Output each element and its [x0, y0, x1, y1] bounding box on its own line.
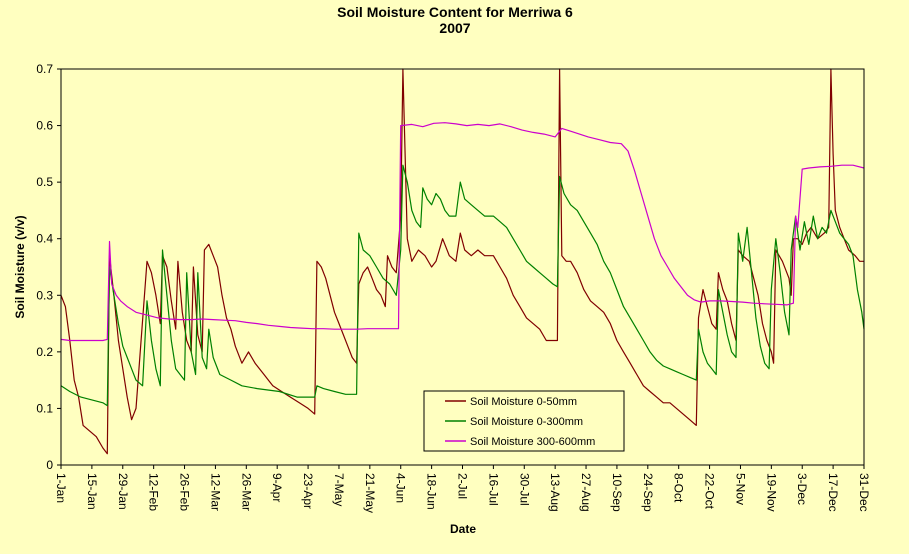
x-tick-label: 1-Jan — [54, 473, 68, 503]
x-tick-label: 26-Mar — [239, 473, 253, 511]
x-tick-label: 21-May — [363, 473, 377, 513]
x-tick-label: 22-Oct — [703, 473, 717, 510]
y-tick-label: 0.7 — [36, 62, 53, 76]
y-axis-title: Soil Moisture (v/v) — [13, 215, 27, 318]
chart-subtitle: 2007 — [439, 20, 470, 36]
x-tick-label: 9-Apr — [270, 473, 284, 502]
x-tick-label: 29-Jan — [116, 473, 130, 510]
x-tick-label: 16-Jul — [486, 473, 500, 506]
y-tick-label: 0 — [46, 458, 53, 472]
x-tick-label: 13-Aug — [548, 473, 562, 512]
x-tick-label: 26-Feb — [178, 473, 192, 511]
y-tick-label: 0.6 — [36, 119, 53, 133]
y-tick-label: 0.2 — [36, 345, 53, 359]
x-tick-label: 12-Feb — [147, 473, 161, 511]
x-tick-label: 2-Jul — [456, 473, 470, 499]
x-tick-label: 3-Dec — [795, 473, 809, 505]
series-line-3 — [60, 122, 865, 342]
y-tick-label: 0.1 — [36, 401, 53, 415]
x-axis: 1-Jan 15-Jan 29-Jan 12-Feb 26-Feb 12-Mar 26-Ma… — [54, 465, 871, 513]
x-tick-label: 19-Nov — [764, 473, 778, 512]
x-tick-label: 23-Apr — [301, 473, 315, 509]
x-tick-label: 10-Sep — [610, 473, 624, 512]
x-tick-label: 8-Oct — [672, 473, 686, 503]
legend: Soil Moisture 0-50mm Soil Moisture 0-300m… — [423, 390, 625, 452]
y-tick-label: 0.4 — [36, 232, 53, 246]
x-tick-label: 30-Jul — [517, 473, 531, 506]
x-tick-label: 18-Jun — [425, 473, 439, 510]
plot-area-border — [60, 68, 865, 466]
x-axis-title: Date — [450, 522, 476, 536]
y-axis: 0 0.1 0.2 0.3 0.4 0.5 0.6 0.7 — [36, 62, 61, 472]
x-tick-label: 12-Mar — [208, 473, 222, 511]
series-lines — [60, 68, 865, 455]
x-tick-label: 7-May — [332, 473, 346, 506]
series-line-2 — [60, 164, 865, 407]
x-tick-label: 15-Jan — [85, 473, 99, 510]
x-tick-label: 4-Jun — [394, 473, 408, 503]
x-tick-label: 31-Dec — [857, 473, 871, 512]
chart-title: Soil Moisture Content for Merriwa 6 — [337, 4, 573, 20]
x-tick-label: 24-Sep — [641, 473, 655, 512]
legend-label: Soil Moisture 0-50mm — [470, 396, 577, 408]
x-tick-label: 5-Nov — [733, 473, 747, 505]
legend-label: Soil Moisture 0-300mm — [470, 416, 583, 428]
x-tick-label: 17-Dec — [826, 473, 840, 512]
x-tick-label: 27-Aug — [579, 473, 593, 512]
legend-label: Soil Moisture 300-600mm — [470, 436, 595, 448]
y-tick-label: 0.5 — [36, 175, 53, 189]
y-tick-label: 0.3 — [36, 288, 53, 302]
